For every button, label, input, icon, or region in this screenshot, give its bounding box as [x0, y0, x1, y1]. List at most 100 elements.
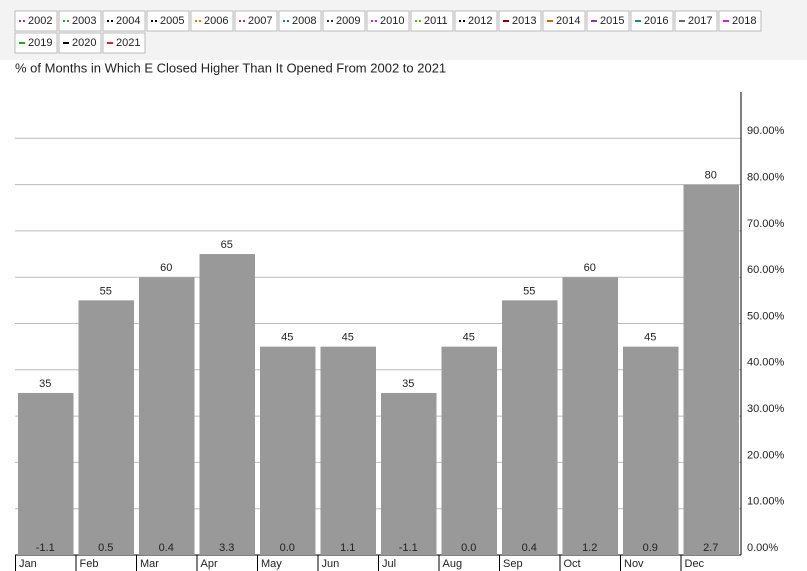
bar — [320, 346, 376, 555]
change-label: 2.7 — [703, 542, 718, 554]
bar — [18, 392, 74, 555]
legend-label: 2005 — [160, 15, 184, 27]
legend-label: 2017 — [688, 15, 712, 27]
legend-button[interactable] — [58, 32, 102, 54]
bar — [683, 184, 739, 555]
value-label: 55 — [523, 285, 535, 297]
bar — [623, 346, 679, 555]
legend-button[interactable] — [498, 10, 542, 32]
legend-label: 2009 — [336, 15, 360, 27]
legend-button[interactable] — [14, 32, 58, 54]
legend-label: 2012 — [468, 15, 492, 27]
legend-label: 2011 — [424, 15, 448, 27]
bar — [78, 300, 134, 555]
value-label: 35 — [402, 378, 414, 390]
x-tick-label: Jan — [19, 558, 37, 570]
x-tick-label: May — [261, 558, 282, 570]
bar — [381, 392, 437, 555]
value-label: 35 — [39, 378, 51, 390]
change-label: 0.0 — [461, 542, 476, 554]
y-tick-label: 50.00% — [747, 310, 785, 322]
change-label: -1.1 — [399, 542, 418, 554]
legend-label: 2008 — [292, 15, 316, 27]
legend-label: 2002 — [28, 15, 52, 27]
legend-button[interactable] — [102, 32, 146, 54]
legend-label: 2004 — [116, 15, 140, 27]
legend-button[interactable] — [58, 10, 102, 32]
chart-title: % of Months in Which E Closed Higher Tha… — [15, 60, 446, 75]
change-label: 3.3 — [219, 542, 234, 554]
bar — [502, 300, 558, 555]
value-label: 45 — [342, 332, 354, 344]
legend-button[interactable] — [102, 10, 146, 32]
legend-label: 2016 — [644, 15, 668, 27]
change-label: 1.2 — [582, 542, 597, 554]
legend-label: 2010 — [380, 15, 404, 27]
legend-button[interactable] — [366, 10, 410, 32]
value-label: 55 — [100, 285, 112, 297]
legend-label: 2015 — [600, 15, 624, 27]
y-tick-label: 10.00% — [747, 496, 785, 508]
legend-button[interactable] — [278, 10, 322, 32]
value-label: 80 — [705, 170, 717, 182]
legend-button[interactable] — [14, 10, 58, 32]
legend-label: 2021 — [116, 37, 140, 49]
value-label: 60 — [584, 262, 596, 274]
x-tick-label: Feb — [80, 558, 99, 570]
change-label: 0.5 — [98, 542, 113, 554]
legend-button[interactable] — [410, 10, 454, 32]
value-label: 65 — [221, 239, 233, 251]
bar — [260, 346, 316, 555]
legend-label: 2006 — [204, 15, 228, 27]
x-tick-label: Dec — [685, 558, 705, 570]
y-tick-label: 30.00% — [747, 403, 785, 415]
x-tick-label: Apr — [201, 558, 218, 570]
y-tick-label: 70.00% — [747, 218, 785, 230]
legend-button[interactable] — [542, 10, 586, 32]
bar — [139, 277, 195, 555]
change-label: 0.9 — [643, 542, 658, 554]
change-label: 1.1 — [340, 542, 355, 554]
legend-button[interactable] — [454, 10, 498, 32]
legend-label: 2013 — [512, 15, 536, 27]
x-tick-label: Sep — [503, 558, 523, 570]
change-label: 0.4 — [522, 542, 537, 554]
legend-button[interactable] — [146, 10, 190, 32]
legend-label: 2014 — [556, 15, 580, 27]
change-label: 0.0 — [280, 542, 295, 554]
y-tick-label: 0.00% — [747, 542, 778, 554]
legend-label: 2003 — [72, 15, 96, 27]
legend-button[interactable] — [322, 10, 366, 32]
x-tick-label: Jun — [322, 558, 340, 570]
legend-button[interactable] — [190, 10, 234, 32]
x-tick-label: Aug — [443, 558, 463, 570]
legend-label: 2020 — [72, 37, 96, 49]
legend-button[interactable] — [630, 10, 674, 32]
y-tick-label: 20.00% — [747, 449, 785, 461]
legend-label: 2018 — [732, 15, 756, 27]
x-tick-label: Nov — [624, 558, 644, 570]
legend-button[interactable] — [674, 10, 718, 32]
y-tick-label: 60.00% — [747, 264, 785, 276]
legend-button[interactable] — [718, 10, 762, 32]
change-label: -1.1 — [36, 542, 55, 554]
value-label: 45 — [463, 332, 475, 344]
y-tick-label: 40.00% — [747, 357, 785, 369]
value-label: 45 — [644, 332, 656, 344]
change-label: 0.4 — [159, 542, 174, 554]
x-tick-label: Mar — [140, 558, 159, 570]
y-tick-label: 90.00% — [747, 125, 785, 137]
legend-button[interactable] — [586, 10, 630, 32]
bar — [441, 346, 497, 555]
value-label: 45 — [281, 332, 293, 344]
y-tick-label: 80.00% — [747, 172, 785, 184]
legend-label: 2019 — [28, 37, 52, 49]
x-tick-label: Oct — [564, 558, 581, 570]
bar — [562, 277, 618, 555]
bar — [199, 254, 255, 556]
x-tick-label: Jul — [382, 558, 396, 570]
value-label: 60 — [160, 262, 172, 274]
legend-button[interactable] — [234, 10, 278, 32]
legend-label: 2007 — [248, 15, 272, 27]
